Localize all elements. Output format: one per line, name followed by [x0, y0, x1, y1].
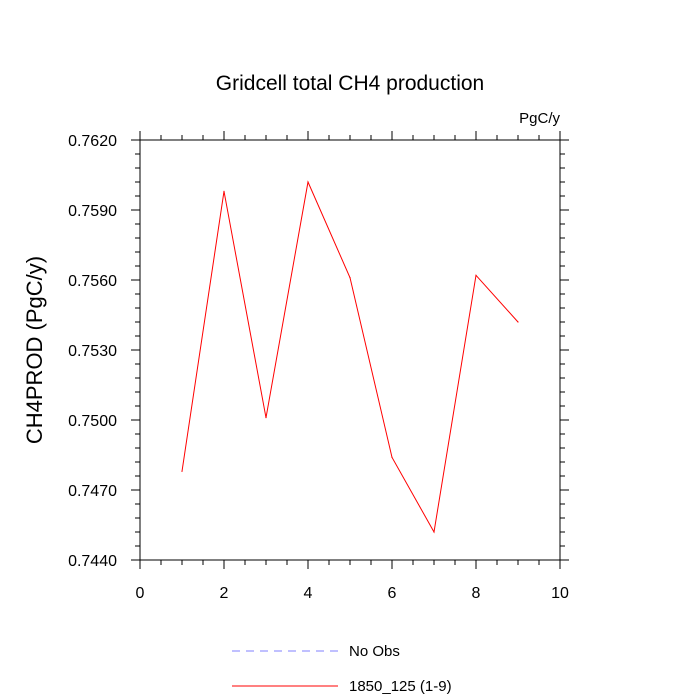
series-line [181, 180, 519, 534]
legend: No Obs 1850_125 (1-9) [232, 643, 452, 695]
data-point [223, 190, 225, 192]
data-point [307, 181, 309, 183]
data-point [433, 531, 435, 533]
x-tick-label: 10 [551, 585, 569, 602]
series-group [181, 180, 519, 534]
data-point [349, 277, 351, 279]
y-tick-label: 0.7440 [68, 553, 117, 570]
data-point [391, 456, 393, 458]
y-tick-label: 0.7620 [68, 133, 117, 150]
data-point [475, 274, 477, 276]
data-point [181, 470, 183, 472]
y-tick-label: 0.7560 [68, 273, 117, 290]
y-tick-label: 0.7590 [68, 203, 117, 220]
axis-ticks [131, 131, 569, 569]
data-point [265, 417, 267, 419]
y-tick-label: 0.7530 [68, 343, 117, 360]
x-tick-label: 2 [220, 585, 229, 602]
x-tick-label: 6 [388, 585, 397, 602]
y-tick-label: 0.7470 [68, 483, 117, 500]
y-tick-label: 0.7500 [68, 413, 117, 430]
plot-frame [139, 139, 561, 561]
units-label: PgC/y [519, 110, 560, 127]
axis-tick-labels: 0 2 4 6 8 10 0.7440 0.7470 0.7500 0.7530 0.7560 0.7… [68, 133, 569, 602]
x-tick-label: 8 [472, 585, 481, 602]
data-point [517, 321, 519, 323]
legend-label: No Obs [349, 643, 400, 660]
x-tick-label: 4 [304, 585, 313, 602]
chart-title: Gridcell total CH4 production [216, 72, 484, 95]
legend-label: 1850_125 (1-9) [349, 678, 452, 695]
y-axis-label: CH4PROD (PgC/y) [22, 256, 47, 444]
x-tick-label: 0 [136, 585, 145, 602]
